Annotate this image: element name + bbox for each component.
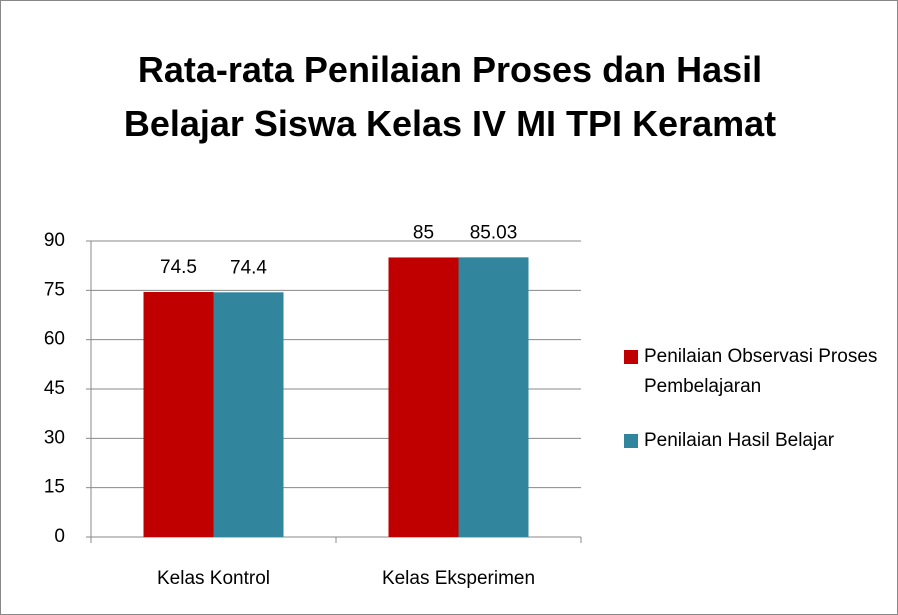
bar [388, 257, 459, 537]
data-label: 74.4 [230, 257, 267, 278]
data-label: 85 [413, 222, 434, 243]
legend-swatch [624, 434, 638, 448]
legend-label: Penilaian Hasil Belajar [644, 430, 835, 451]
chart-title: Rata-rata Penilaian Proses dan Hasil Bel… [123, 49, 777, 144]
legend-item: Penilaian Observasi Proses Pembelajaran [624, 342, 894, 402]
bar [143, 291, 214, 537]
y-tick-label: 75 [44, 279, 65, 300]
y-tick-label: 15 [44, 477, 65, 498]
x-tick-label: Kelas Kontrol [157, 568, 270, 589]
y-tick-label: 30 [44, 427, 65, 448]
y-tick-label: 90 [44, 230, 65, 251]
bar [458, 257, 529, 537]
bar [213, 292, 284, 537]
data-label: 85.03 [470, 222, 518, 243]
legend-swatch [624, 350, 638, 364]
data-label: 74.5 [160, 257, 197, 278]
x-tick-label: Kelas Eksperimen [382, 568, 535, 589]
legend-item: Penilaian Hasil Belajar [624, 426, 894, 456]
y-tick-label: 45 [44, 378, 65, 399]
legend-label: Penilaian Observasi Proses Pembelajaran [644, 346, 878, 397]
y-tick-label: 0 [54, 526, 65, 547]
y-tick-label: 60 [44, 329, 65, 350]
